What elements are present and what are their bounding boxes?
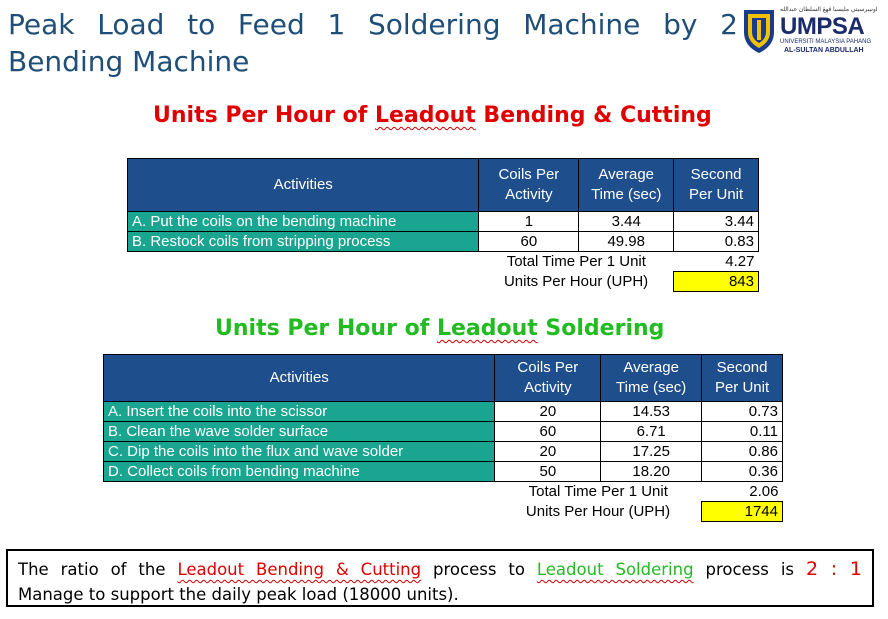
section2-title-leadout: Leadout xyxy=(436,316,538,341)
conclusion-box: The ratio of the Leadout Bending & Cutti… xyxy=(6,549,874,607)
avg-time-cell: 6.71 xyxy=(600,421,703,442)
total-time-value: 4.27 xyxy=(725,253,755,270)
logo-subtitle-2: AL-SULTAN ABDULLAH xyxy=(784,47,864,54)
conclusion-line-1: The ratio of the Leadout Bending & Cutti… xyxy=(18,557,862,582)
blank-cell xyxy=(128,252,479,272)
header-second-per-unit: Second Per Unit xyxy=(673,158,759,212)
slide-title: Peak Load to Feed 1 Soldering Machine by… xyxy=(8,8,738,78)
header-coils-per-activity: Coils Per Activity xyxy=(494,354,602,402)
uph-value: 1744 xyxy=(701,501,783,522)
conclusion-line-2: Manage to support the daily peak load (1… xyxy=(18,585,459,604)
spu-cell: 3.44 xyxy=(673,211,759,232)
logo-arabic-text: اونيبرسيتي مليسيا ڤهڠ السلطان عبدالله xyxy=(780,7,878,13)
logo-name-ump: UMP xyxy=(780,13,832,40)
activity-cell: D. Collect coils from bending machine xyxy=(102,461,496,482)
section2-title-suffix: Soldering xyxy=(537,316,665,341)
table-row: B. Restock coils from stripping process … xyxy=(126,231,759,252)
conclusion-ratio: 2 : 1 xyxy=(805,558,862,580)
header-second-per-unit: Second Per Unit xyxy=(701,354,783,402)
table-row: A. Insert the coils into the scissor 20 … xyxy=(102,401,783,422)
coils-cell: 60 xyxy=(494,421,602,442)
umpsa-crest-icon xyxy=(744,10,774,53)
total-time-value: 2.06 xyxy=(749,483,779,500)
umpsa-logo: اونيبرسيتي مليسيا ڤهڠ السلطان عبدالله UM… xyxy=(742,6,882,56)
coils-cell: 1 xyxy=(478,211,580,232)
table-row: A. Put the coils on the bending machine … xyxy=(126,211,759,232)
avg-time-cell: 17.25 xyxy=(600,441,703,462)
avg-time-cell: 14.53 xyxy=(600,401,703,422)
header-activities: Activities xyxy=(126,158,480,212)
spu-cell: 0.11 xyxy=(701,421,783,442)
spu-cell: 0.73 xyxy=(701,401,783,422)
activity-cell: B. Clean the wave solder surface xyxy=(102,421,496,442)
bending-cutting-table: Activities Coils Per Activity Average Ti… xyxy=(126,158,759,292)
header-average-time: Average Time (sec) xyxy=(578,158,675,212)
blank-cell xyxy=(128,272,479,292)
table-header-row: Activities Coils Per Activity Average Ti… xyxy=(102,354,783,402)
table-row: C. Dip the coils into the flux and wave … xyxy=(102,441,783,462)
section1-title-suffix: Bending & Cutting xyxy=(475,103,712,128)
header-coils-per-activity: Coils Per Activity xyxy=(478,158,580,212)
coils-cell: 20 xyxy=(494,401,602,422)
table-header-row: Activities Coils Per Activity Average Ti… xyxy=(126,158,759,212)
section1-title-leadout: Leadout xyxy=(374,103,476,128)
logo-name: UMPSA xyxy=(780,13,865,41)
uph-row: Units Per Hour (UPH) 843 xyxy=(128,271,759,292)
activity-cell: C. Dip the coils into the flux and wave … xyxy=(102,441,496,462)
conclusion-text: The ratio of the xyxy=(18,560,178,579)
total-time-label: Total Time Per 1 Unit xyxy=(528,483,668,501)
avg-time-cell: 3.44 xyxy=(578,211,675,232)
coils-cell: 50 xyxy=(494,461,602,482)
total-time-row: Total Time Per 1 Unit 2.06 xyxy=(104,482,783,502)
conclusion-process-soldering: Leadout Soldering xyxy=(536,560,694,579)
activity-cell: A. Put the coils on the bending machine xyxy=(126,211,480,232)
coils-cell: 20 xyxy=(494,441,602,462)
total-time-label: Total Time Per 1 Unit xyxy=(506,253,646,271)
conclusion-process-bending: Leadout Bending & Cutting xyxy=(177,560,422,579)
logo-name-sa: SA xyxy=(831,13,865,40)
section2-title: Units Per Hour of Leadout Soldering xyxy=(215,316,664,341)
header-average-time: Average Time (sec) xyxy=(600,354,703,402)
spu-cell: 0.86 xyxy=(701,441,783,462)
header-activities: Activities xyxy=(102,354,496,402)
soldering-table: Activities Coils Per Activity Average Ti… xyxy=(102,354,783,522)
section2-title-prefix: Units Per Hour of xyxy=(215,316,437,341)
spu-cell: 0.36 xyxy=(701,461,783,482)
uph-value: 843 xyxy=(673,271,759,292)
section1-title-prefix: Units Per Hour of xyxy=(153,103,375,128)
section1-title: Units Per Hour of Leadout Bending & Cutt… xyxy=(153,103,712,128)
avg-time-cell: 18.20 xyxy=(600,461,703,482)
uph-row: Units Per Hour (UPH) 1744 xyxy=(104,501,783,522)
total-time-row: Total Time Per 1 Unit 4.27 xyxy=(128,252,759,272)
spu-cell: 0.83 xyxy=(673,231,759,252)
uph-label: Units Per Hour (UPH) xyxy=(503,273,649,290)
table-row: B. Clean the wave solder surface 60 6.71… xyxy=(102,421,783,442)
blank-cell xyxy=(104,482,495,502)
conclusion-text: process is xyxy=(693,560,806,579)
uph-label: Units Per Hour (UPH) xyxy=(525,503,671,520)
conclusion-text: process to xyxy=(421,560,537,579)
logo-subtitle-1: UNIVERSITI MALAYSIA PAHANG xyxy=(780,39,872,45)
activity-cell: A. Insert the coils into the scissor xyxy=(102,401,496,422)
table-row: D. Collect coils from bending machine 50… xyxy=(102,461,783,482)
blank-cell xyxy=(104,502,495,522)
avg-time-cell: 49.98 xyxy=(578,231,675,252)
coils-cell: 60 xyxy=(478,231,580,252)
activity-cell: B. Restock coils from stripping process xyxy=(126,231,480,252)
